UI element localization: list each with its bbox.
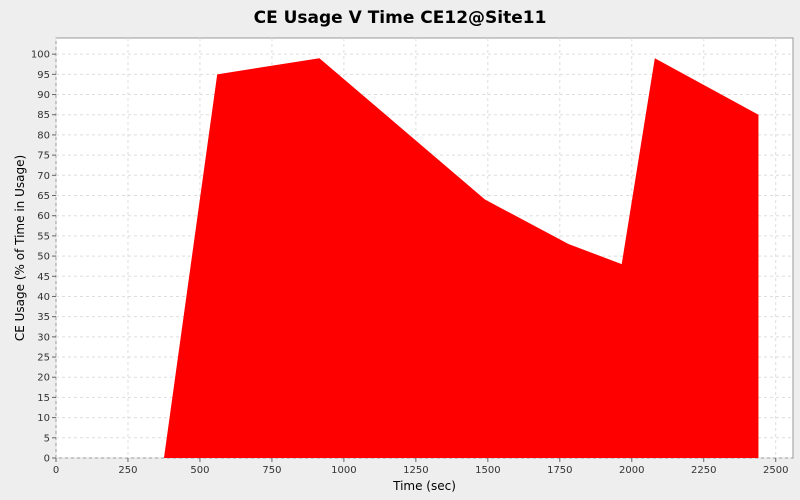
x-axis: 0 250 500 750 1000 1250 1500 1750 2000 2250 2500 [53,458,788,476]
y-tick-label: 70 [37,171,50,182]
y-tick-label: 35 [37,312,50,323]
series-layer [163,58,759,459]
x-tick-label: 250 [118,465,137,476]
y-tick-label: 55 [37,231,50,242]
y-tick-label: 100 [31,50,50,61]
series-area-0 [163,58,759,458]
x-tick-label: 0 [53,465,59,476]
x-tick-label: 2250 [691,465,716,476]
x-tick-label: 2500 [763,465,788,476]
y-tick-label: 85 [37,110,50,121]
y-tick-label: 40 [37,292,50,303]
x-tick-label: 1750 [547,465,572,476]
chart-title: CE Usage V Time CE12@Site11 [254,8,547,28]
y-tick-label: 65 [37,191,50,202]
y-axis: 0 5 10 15 20 25 30 35 40 45 50 55 60 65 70 75 80 85 90 95 10… [31,50,56,465]
y-tick-label: 95 [37,70,50,81]
y-tick-label: 75 [37,151,50,162]
x-tick-label: 500 [190,465,209,476]
y-tick-label: 25 [37,353,50,364]
y-tick-label: 45 [37,272,50,283]
y-tick-label: 10 [37,413,50,424]
x-axis-label: Time (sec) [392,479,456,493]
y-tick-label: 0 [44,454,50,465]
y-tick-label: 20 [37,373,50,384]
y-axis-label: CE Usage (% of Time in Usage) [13,155,27,341]
x-tick-label: 1000 [331,465,356,476]
y-tick-label: 5 [44,433,50,444]
x-tick-label: 750 [262,465,281,476]
y-tick-label: 30 [37,332,50,343]
x-tick-label: 1250 [403,465,428,476]
y-tick-label: 80 [37,130,50,141]
y-tick-label: 60 [37,211,50,222]
x-tick-label: 2000 [619,465,644,476]
y-tick-label: 90 [37,90,50,101]
y-tick-label: 50 [37,252,50,263]
y-tick-label: 15 [37,393,50,404]
x-tick-label: 1500 [475,465,500,476]
